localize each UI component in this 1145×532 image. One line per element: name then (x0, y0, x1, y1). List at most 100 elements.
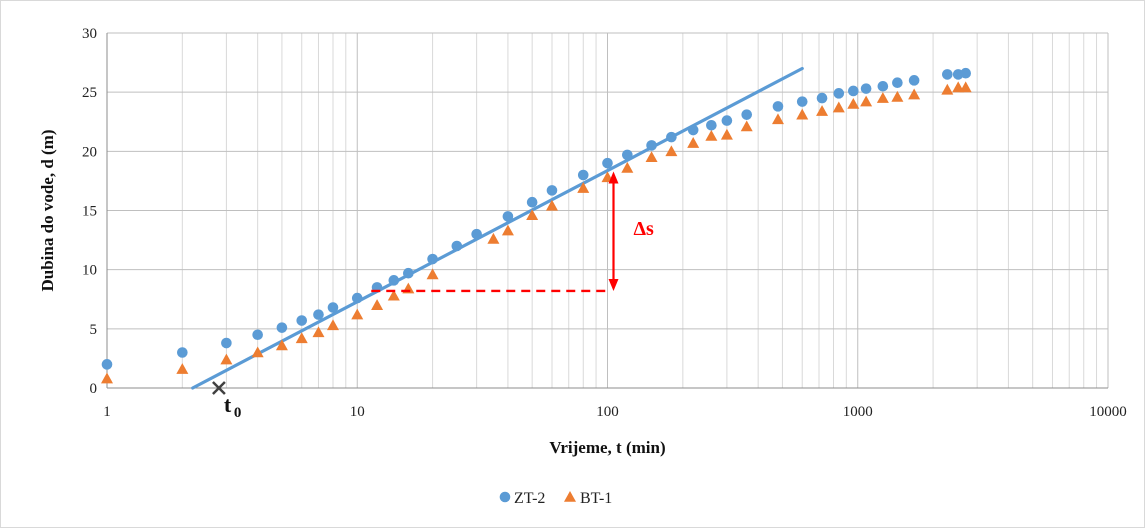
point-bt-1 (220, 353, 233, 365)
point-zt-2 (741, 109, 753, 120)
point-bt-1 (501, 224, 514, 236)
point-zt-2 (276, 322, 288, 333)
point-zt-2 (687, 124, 699, 136)
point-bt-1 (959, 81, 972, 93)
point-zt-2 (848, 85, 859, 97)
y-axis-ticks: 0 5 10 15 20 25 30 (82, 26, 97, 397)
x-axis-ticks: 1 10 100 1000 10000 (103, 404, 1127, 420)
point-bt-1 (312, 326, 325, 338)
point-bt-1 (891, 90, 904, 102)
t0-cross-stroke (212, 381, 226, 395)
t0-subscript: 0 (234, 405, 242, 421)
point-bt-1 (687, 137, 700, 148)
point-bt-1 (796, 108, 809, 120)
point-zt-2 (622, 149, 633, 161)
y-tick-label: 15 (82, 204, 97, 220)
point-bt-1 (577, 182, 590, 193)
y-tick-label: 10 (82, 263, 97, 279)
point-bt-1 (941, 83, 954, 95)
legend-label-bt-1: BT-1 (580, 490, 612, 507)
point-bt-1 (645, 151, 658, 163)
point-bt-1 (665, 145, 678, 157)
y-tick-label: 0 (90, 381, 98, 397)
plot-border (106, 33, 1108, 389)
point-zt-2 (546, 185, 558, 196)
point-zt-2 (960, 67, 971, 79)
x-tick-label: 10 (350, 404, 365, 420)
point-zt-2 (877, 80, 889, 92)
point-zt-2 (796, 96, 808, 107)
point-bt-1 (621, 161, 634, 173)
point-zt-2 (502, 211, 514, 222)
point-bt-1 (275, 339, 288, 351)
point-bt-1 (526, 209, 539, 221)
legend: ZT-2 BT-1 (499, 490, 612, 507)
x-tick-label: 1000 (843, 404, 873, 420)
y-axis-label: Dubina do vode, d (m) (38, 129, 57, 291)
point-bt-1 (816, 105, 829, 116)
series-bt-1 (101, 81, 972, 384)
x-tick-label: 1 (103, 404, 111, 420)
point-bt-1 (101, 372, 113, 384)
point-zt-2 (177, 347, 188, 358)
point-zt-2 (577, 169, 589, 181)
point-bt-1 (860, 95, 873, 107)
y-tick-label: 30 (82, 26, 97, 42)
point-zt-2 (221, 337, 232, 349)
point-zt-2 (388, 275, 400, 286)
point-bt-1 (720, 128, 733, 140)
point-bt-1 (295, 332, 308, 344)
legend-marker-zt-2 (499, 491, 511, 503)
point-bt-1 (545, 199, 558, 211)
t0-label: t (224, 392, 232, 417)
point-bt-1 (251, 346, 264, 358)
point-bt-1 (351, 308, 364, 320)
point-zt-2 (816, 92, 828, 104)
point-bt-1 (876, 92, 889, 103)
fit-line (191, 66, 804, 390)
point-zt-2 (526, 196, 538, 208)
point-zt-2 (892, 77, 903, 88)
point-zt-2 (860, 83, 872, 94)
point-zt-2 (471, 228, 482, 240)
y-tick-label: 20 (82, 144, 97, 160)
point-zt-2 (351, 292, 363, 304)
delta-s-arrowhead-down (608, 278, 619, 291)
point-bt-1 (326, 319, 339, 331)
point-zt-2 (646, 140, 657, 151)
annotations: Δs t 0 (212, 171, 655, 421)
point-zt-2 (706, 120, 717, 131)
y-tick-label: 5 (90, 322, 98, 338)
fit-line-group (191, 66, 804, 390)
point-zt-2 (772, 101, 784, 112)
point-bt-1 (176, 363, 189, 374)
point-zt-2 (451, 240, 463, 252)
point-zt-2 (721, 115, 733, 126)
point-zt-2 (908, 75, 920, 86)
legend-marker-bt-1 (564, 491, 576, 502)
y-tick-label: 25 (82, 85, 97, 101)
point-bt-1 (371, 299, 384, 310)
x-axis-label: Vrijeme, t (min) (549, 438, 665, 457)
point-zt-2 (602, 157, 613, 169)
point-bt-1 (847, 98, 860, 109)
point-bt-1 (705, 129, 718, 141)
point-bt-1 (387, 289, 400, 301)
point-bt-1 (740, 120, 753, 132)
delta-s-label: Δs (634, 218, 655, 240)
point-zt-2 (296, 315, 308, 326)
point-zt-2 (833, 88, 845, 99)
legend-label-zt-2: ZT-2 (514, 490, 545, 507)
point-bt-1 (832, 101, 845, 113)
point-bt-1 (908, 88, 921, 100)
point-bt-1 (771, 113, 784, 125)
point-bt-1 (487, 232, 500, 244)
delta-s-arrowhead-up (608, 171, 619, 184)
point-zt-2 (942, 69, 953, 80)
point-bt-1 (426, 268, 439, 280)
point-zt-2 (327, 302, 339, 313)
x-tick-label: 100 (596, 404, 619, 420)
point-zt-2 (101, 359, 113, 370)
point-zt-2 (252, 329, 263, 341)
